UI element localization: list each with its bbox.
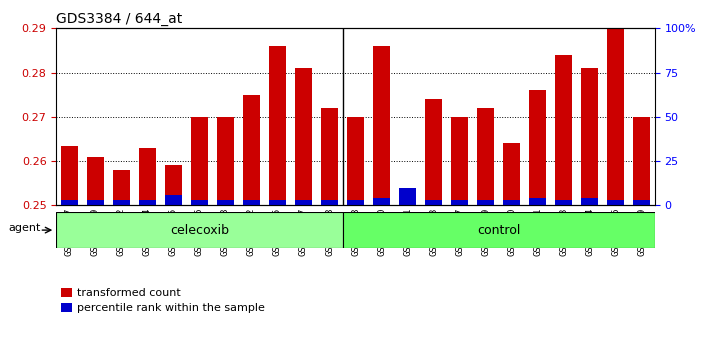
Bar <box>399 188 416 205</box>
Text: control: control <box>477 224 520 236</box>
Bar <box>343 212 655 248</box>
Bar <box>529 90 546 205</box>
Bar <box>425 200 442 205</box>
Bar <box>113 200 130 205</box>
Bar <box>451 200 468 205</box>
Bar <box>295 68 312 205</box>
Bar <box>582 198 598 205</box>
Text: GDS3384 / 644_at: GDS3384 / 644_at <box>56 12 182 26</box>
Bar <box>243 200 260 205</box>
Bar <box>555 200 572 205</box>
Bar <box>582 68 598 205</box>
Bar <box>191 117 208 205</box>
Bar <box>321 200 338 205</box>
Bar <box>503 200 520 205</box>
Bar <box>608 200 624 205</box>
Bar <box>347 200 364 205</box>
Bar <box>165 165 182 205</box>
Bar <box>87 200 103 205</box>
Bar <box>634 117 650 205</box>
Bar <box>191 200 208 205</box>
Bar <box>217 117 234 205</box>
Bar <box>56 212 343 248</box>
Bar <box>477 108 494 205</box>
Bar <box>269 46 286 205</box>
Bar <box>217 200 234 205</box>
Bar <box>243 95 260 205</box>
Bar <box>165 195 182 205</box>
Text: celecoxib: celecoxib <box>170 224 229 236</box>
Bar <box>425 99 442 205</box>
Bar <box>634 200 650 205</box>
Bar <box>373 46 390 205</box>
Bar <box>87 156 103 205</box>
Bar <box>608 24 624 205</box>
Bar <box>477 200 494 205</box>
Bar <box>139 200 156 205</box>
Bar <box>113 170 130 205</box>
Bar <box>529 198 546 205</box>
Bar <box>321 108 338 205</box>
Bar <box>555 55 572 205</box>
Bar <box>139 148 156 205</box>
Bar <box>347 117 364 205</box>
Text: agent: agent <box>8 223 41 233</box>
Legend: transformed count, percentile rank within the sample: transformed count, percentile rank withi… <box>56 283 270 318</box>
Bar <box>451 117 468 205</box>
Bar <box>269 200 286 205</box>
Bar <box>295 200 312 205</box>
Bar <box>61 200 77 205</box>
Bar <box>373 198 390 205</box>
Bar <box>61 145 77 205</box>
Bar <box>503 143 520 205</box>
